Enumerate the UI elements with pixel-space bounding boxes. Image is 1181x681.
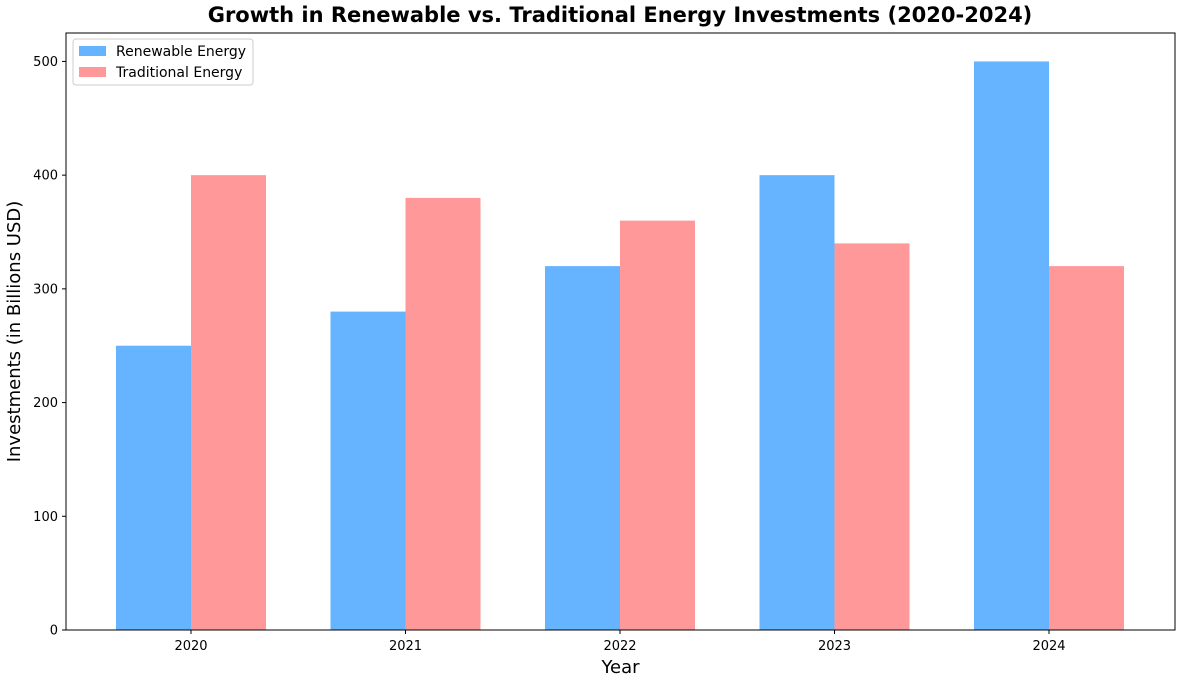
legend-label-renewable-energy: Renewable Energy <box>116 44 246 60</box>
y-tick-label: 0 <box>50 624 58 639</box>
legend-swatch-renewable-energy <box>79 46 106 56</box>
x-tick-label: 2021 <box>389 639 422 654</box>
bar-traditional-energy-2024 <box>1049 266 1124 630</box>
bar-renewable-energy-2020 <box>116 345 191 630</box>
bar-traditional-energy-2020 <box>191 175 266 630</box>
x-tick-label: 2023 <box>818 639 851 654</box>
bar-traditional-energy-2021 <box>405 197 481 630</box>
bar-renewable-energy-2021 <box>330 311 406 630</box>
y-tick-label: 100 <box>33 510 58 525</box>
bar-renewable-energy-2024 <box>974 61 1049 630</box>
y-tick-label: 300 <box>33 282 58 297</box>
bar-traditional-energy-2022 <box>620 220 695 630</box>
y-axis-label: Investments (in Billions USD) <box>4 201 25 463</box>
x-tick-label: 2020 <box>174 639 207 654</box>
y-tick-label: 400 <box>33 169 58 184</box>
y-tick-label: 500 <box>33 55 58 70</box>
legend: Renewable Energy Traditional Energy <box>72 38 254 86</box>
axes-layer: 2020 2021 2022 2023 2024 0 100 200 300 400 500 Year… <box>4 32 1176 678</box>
chart-title: Growth in Renewable vs. Traditional Ener… <box>207 3 1033 27</box>
x-axis-label: Year <box>600 657 640 677</box>
y-tick-label: 200 <box>33 396 58 411</box>
x-tick-label: 2022 <box>603 639 636 654</box>
bar-renewable-energy-2022 <box>545 266 620 630</box>
bar-renewable-energy-2023 <box>759 175 835 630</box>
bar-traditional-energy-2023 <box>834 243 910 630</box>
x-tick-label: 2024 <box>1032 639 1065 654</box>
legend-box <box>72 38 254 86</box>
legend-swatch-traditional-energy <box>79 67 106 77</box>
bars-layer <box>116 61 1124 630</box>
legend-label-traditional-energy: Traditional Energy <box>115 65 242 81</box>
